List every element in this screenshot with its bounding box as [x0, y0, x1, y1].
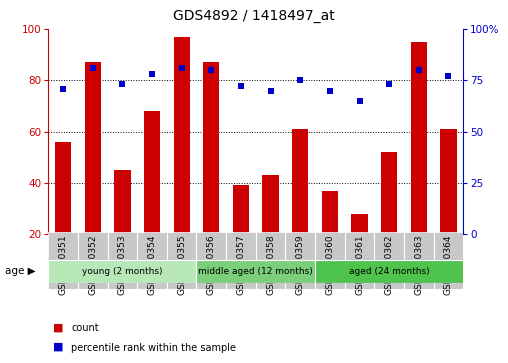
Bar	[263, 175, 279, 234]
Bar	[174, 37, 190, 234]
Text: count: count	[71, 323, 99, 333]
Point	[415, 67, 423, 73]
Point	[356, 98, 364, 104]
Bar	[315, 260, 463, 283]
Point	[385, 82, 393, 87]
Text: GSM1230353: GSM1230353	[118, 234, 127, 295]
Text: GSM1230362: GSM1230362	[385, 234, 394, 295]
Text: GSM1230351: GSM1230351	[58, 234, 68, 295]
Point	[89, 65, 97, 71]
Text: ■: ■	[53, 322, 64, 332]
Point	[178, 65, 186, 71]
Text: GSM1230354: GSM1230354	[147, 234, 156, 295]
Text: GSM1230355: GSM1230355	[177, 234, 186, 295]
Text: GSM1230359: GSM1230359	[296, 234, 305, 295]
Point	[296, 77, 304, 83]
Text: GSM1230361: GSM1230361	[355, 234, 364, 295]
Bar	[440, 129, 457, 234]
Point	[118, 82, 126, 87]
Bar	[292, 129, 308, 234]
Text: GSM1230356: GSM1230356	[207, 234, 216, 295]
Bar	[203, 62, 219, 234]
Point	[237, 83, 245, 89]
Text: GDS4892 / 1418497_at: GDS4892 / 1418497_at	[173, 9, 335, 23]
Bar	[144, 111, 160, 234]
Text: percentile rank within the sample: percentile rank within the sample	[71, 343, 236, 353]
Bar	[55, 142, 71, 234]
Bar	[84, 62, 101, 234]
Point	[444, 73, 453, 79]
Bar	[381, 152, 397, 234]
Point	[326, 87, 334, 93]
Text: GSM1230358: GSM1230358	[266, 234, 275, 295]
Text: age ▶: age ▶	[5, 266, 36, 276]
Text: GSM1230360: GSM1230360	[326, 234, 334, 295]
Point	[207, 67, 215, 73]
Point	[59, 86, 67, 91]
Text: aged (24 months): aged (24 months)	[349, 267, 429, 276]
Text: young (2 months): young (2 months)	[82, 267, 163, 276]
Bar	[410, 42, 427, 234]
Point	[148, 71, 156, 77]
Bar	[197, 260, 315, 283]
Bar	[322, 191, 338, 234]
Bar	[352, 213, 368, 234]
Bar	[114, 170, 131, 234]
Bar	[48, 260, 197, 283]
Text: GSM1230364: GSM1230364	[444, 234, 453, 295]
Text: middle aged (12 months): middle aged (12 months)	[199, 267, 313, 276]
Point	[267, 87, 275, 93]
Text: GSM1230363: GSM1230363	[415, 234, 423, 295]
Bar	[233, 185, 249, 234]
Text: GSM1230357: GSM1230357	[236, 234, 245, 295]
Text: ■: ■	[53, 342, 64, 352]
Text: GSM1230352: GSM1230352	[88, 234, 97, 295]
